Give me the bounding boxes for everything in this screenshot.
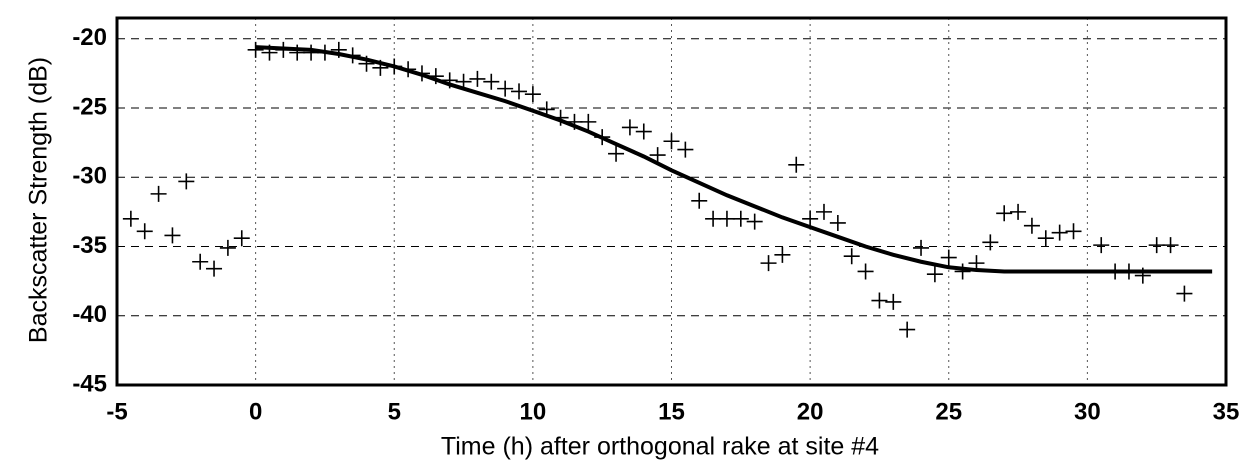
x-tick-label: 0 bbox=[249, 398, 262, 425]
data-point bbox=[192, 253, 209, 270]
data-point bbox=[1065, 223, 1082, 240]
data-point bbox=[469, 70, 486, 87]
data-point bbox=[996, 205, 1013, 222]
data-point bbox=[885, 293, 902, 310]
x-tick-label: 15 bbox=[658, 398, 685, 425]
data-point bbox=[677, 141, 694, 158]
data-point bbox=[206, 260, 223, 277]
data-point bbox=[1176, 285, 1193, 302]
data-point bbox=[1051, 224, 1068, 241]
data-point bbox=[982, 234, 999, 251]
x-tick-label: 5 bbox=[388, 398, 401, 425]
fit-line bbox=[255, 45, 1213, 274]
data-point bbox=[1010, 203, 1027, 220]
data-point bbox=[954, 263, 971, 280]
data-point bbox=[524, 86, 541, 103]
data-point bbox=[247, 41, 264, 58]
data-point bbox=[691, 192, 708, 209]
data-point bbox=[122, 210, 139, 227]
y-tick-label: -25 bbox=[72, 93, 107, 120]
x-tick-label: 30 bbox=[1074, 398, 1101, 425]
data-point bbox=[483, 73, 500, 90]
y-tick-label: -45 bbox=[72, 370, 107, 397]
x-tick-label: -5 bbox=[106, 398, 127, 425]
x-axis-title: Time (h) after orthogonal rake at site #… bbox=[441, 433, 879, 461]
data-point bbox=[178, 173, 195, 190]
data-point bbox=[788, 156, 805, 173]
y-tick-label: -30 bbox=[72, 163, 107, 190]
x-tick-label: 25 bbox=[935, 398, 962, 425]
data-point bbox=[1037, 230, 1054, 247]
data-point bbox=[760, 255, 777, 272]
data-point bbox=[829, 214, 846, 231]
y-tick-label: -40 bbox=[72, 301, 107, 328]
data-point bbox=[913, 239, 930, 256]
data-point bbox=[899, 321, 916, 338]
data-point bbox=[649, 147, 666, 164]
x-tick-label: 10 bbox=[520, 398, 547, 425]
data-point bbox=[1023, 217, 1040, 234]
data-point bbox=[774, 246, 791, 263]
y-axis-title: Backscatter Strength (dB) bbox=[25, 57, 53, 343]
data-point bbox=[843, 248, 860, 265]
data-point bbox=[608, 145, 625, 162]
data-point bbox=[150, 185, 167, 202]
data-point bbox=[746, 213, 763, 230]
data-point bbox=[732, 210, 749, 227]
data-point bbox=[580, 113, 597, 130]
data-point bbox=[857, 263, 874, 280]
data-point bbox=[815, 203, 832, 220]
data-point bbox=[1093, 237, 1110, 254]
x-tick-label: 20 bbox=[797, 398, 824, 425]
data-point bbox=[497, 80, 514, 97]
data-point bbox=[802, 210, 819, 227]
data-point bbox=[1148, 237, 1165, 254]
data-point bbox=[705, 210, 722, 227]
data-point bbox=[635, 123, 652, 140]
y-tick-label: -20 bbox=[72, 24, 107, 51]
data-point bbox=[219, 239, 236, 256]
data-point bbox=[164, 227, 181, 244]
plot-frame bbox=[115, 16, 1228, 387]
data-point bbox=[663, 133, 680, 150]
data-point bbox=[136, 223, 153, 240]
data-point bbox=[621, 119, 638, 136]
y-tick-label: -35 bbox=[72, 232, 107, 259]
data-point bbox=[926, 266, 943, 283]
data-point bbox=[940, 249, 957, 266]
data-point bbox=[233, 230, 250, 247]
data-point bbox=[1162, 237, 1179, 254]
data-point bbox=[871, 292, 888, 309]
data-point bbox=[718, 210, 735, 227]
data-point bbox=[511, 83, 528, 100]
x-tick-label: 35 bbox=[1213, 398, 1240, 425]
